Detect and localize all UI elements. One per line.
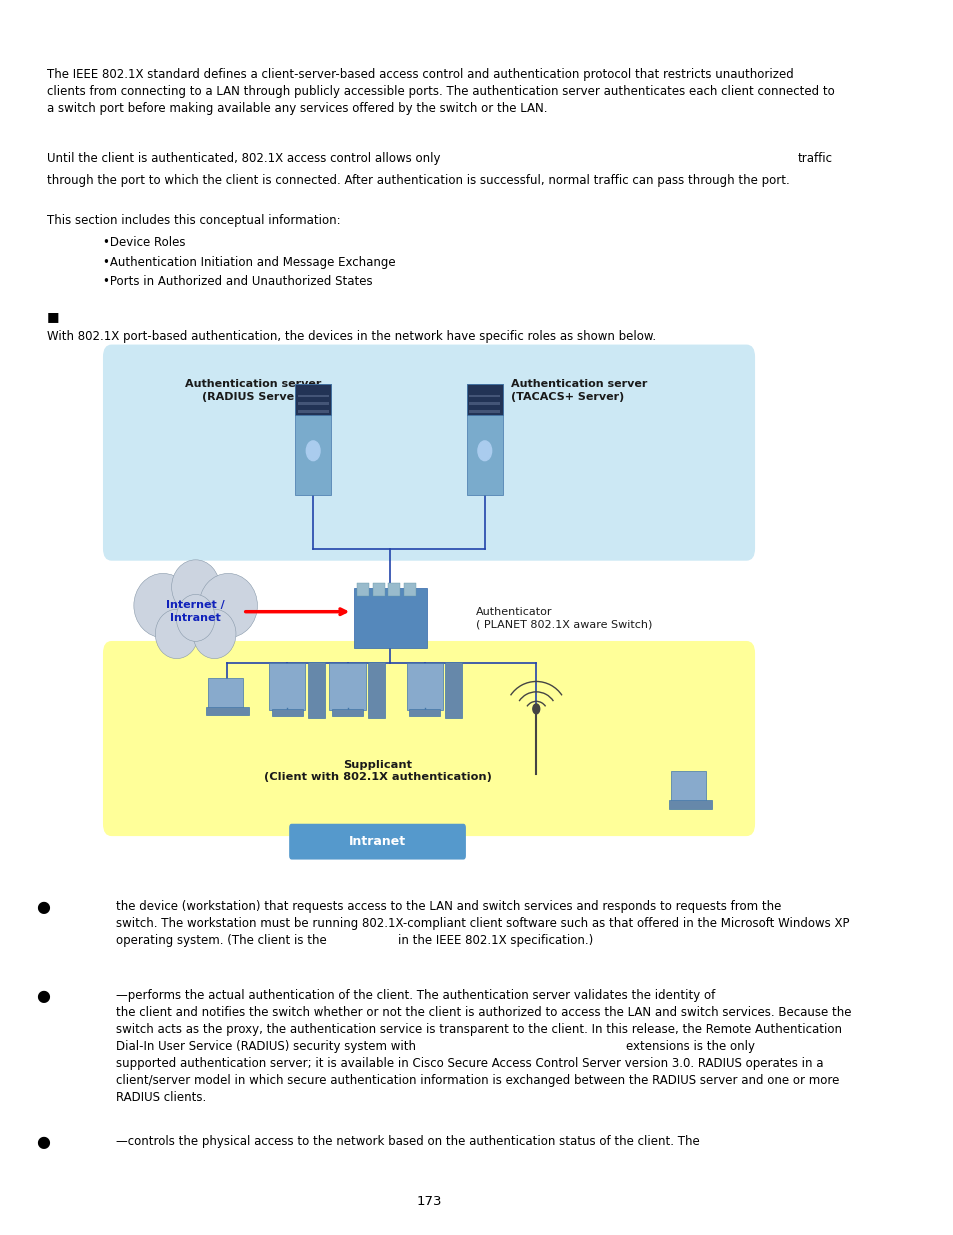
FancyBboxPatch shape: [469, 403, 499, 405]
Text: Supplicant
(Client with 802.1X authentication): Supplicant (Client with 802.1X authentic…: [263, 760, 491, 782]
FancyBboxPatch shape: [103, 641, 754, 836]
FancyBboxPatch shape: [269, 663, 305, 710]
FancyBboxPatch shape: [289, 824, 465, 860]
Circle shape: [306, 441, 319, 461]
FancyBboxPatch shape: [297, 395, 328, 398]
FancyBboxPatch shape: [332, 709, 362, 716]
FancyBboxPatch shape: [206, 706, 249, 715]
FancyBboxPatch shape: [388, 583, 400, 595]
Text: With 802.1X port-based authentication, the devices in the network have specific : With 802.1X port-based authentication, t…: [47, 330, 656, 343]
FancyBboxPatch shape: [297, 410, 328, 412]
Ellipse shape: [193, 609, 235, 658]
Text: Authentication server
(RADIUS Server): Authentication server (RADIUS Server): [185, 379, 321, 401]
FancyBboxPatch shape: [329, 663, 365, 710]
Text: ●: ●: [36, 1135, 50, 1150]
FancyBboxPatch shape: [403, 583, 416, 595]
FancyBboxPatch shape: [469, 395, 499, 398]
FancyBboxPatch shape: [308, 662, 325, 718]
FancyBboxPatch shape: [208, 678, 243, 708]
Text: This section includes this conceptual information:: This section includes this conceptual in…: [47, 214, 340, 227]
Text: —controls the physical access to the network based on the authentication status : —controls the physical access to the net…: [115, 1135, 699, 1149]
Text: ■: ■: [47, 310, 60, 324]
FancyBboxPatch shape: [466, 384, 502, 415]
Text: through the port to which the client is connected. After authentication is succe: through the port to which the client is …: [47, 174, 789, 188]
FancyBboxPatch shape: [669, 800, 711, 809]
FancyBboxPatch shape: [357, 583, 369, 595]
Text: Internet /
Intranet: Internet / Intranet: [166, 600, 225, 622]
FancyBboxPatch shape: [671, 772, 705, 802]
Text: •Ports in Authorized and Unauthorized States: •Ports in Authorized and Unauthorized St…: [103, 275, 373, 289]
Ellipse shape: [176, 594, 214, 641]
Text: traffic: traffic: [797, 152, 831, 165]
Ellipse shape: [155, 609, 198, 658]
Text: the device (workstation) that requests access to the LAN and switch services and: the device (workstation) that requests a…: [115, 900, 848, 947]
Circle shape: [533, 704, 539, 714]
FancyBboxPatch shape: [354, 588, 426, 647]
Ellipse shape: [133, 573, 192, 637]
Text: Authenticator
( PLANET 802.1X aware Switch): Authenticator ( PLANET 802.1X aware Swit…: [476, 606, 652, 629]
Text: The IEEE 802.1X standard defines a client-server-based access control and authen: The IEEE 802.1X standard defines a clien…: [47, 68, 834, 115]
FancyBboxPatch shape: [297, 403, 328, 405]
FancyBboxPatch shape: [272, 709, 302, 716]
FancyBboxPatch shape: [409, 709, 439, 716]
Text: ●: ●: [36, 989, 50, 1004]
Ellipse shape: [199, 573, 257, 637]
FancyBboxPatch shape: [103, 345, 754, 561]
Text: •Authentication Initiation and Message Exchange: •Authentication Initiation and Message E…: [103, 256, 395, 269]
FancyBboxPatch shape: [445, 662, 462, 718]
Text: —performs the actual authentication of the client. The authentication server val: —performs the actual authentication of t…: [115, 989, 850, 1104]
Text: Intranet: Intranet: [349, 835, 406, 848]
Text: •Device Roles: •Device Roles: [103, 236, 185, 249]
FancyBboxPatch shape: [406, 663, 442, 710]
Text: Until the client is authenticated, 802.1X access control allows only: Until the client is authenticated, 802.1…: [47, 152, 440, 165]
FancyBboxPatch shape: [466, 384, 502, 495]
FancyBboxPatch shape: [294, 384, 331, 495]
Text: Authentication server
(TACACS+ Server): Authentication server (TACACS+ Server): [510, 379, 646, 401]
FancyBboxPatch shape: [294, 384, 331, 415]
Text: 173: 173: [416, 1194, 441, 1208]
FancyBboxPatch shape: [373, 583, 384, 595]
Ellipse shape: [172, 559, 219, 614]
Circle shape: [477, 441, 491, 461]
Text: ●: ●: [36, 900, 50, 915]
FancyBboxPatch shape: [469, 410, 499, 412]
FancyBboxPatch shape: [368, 662, 385, 718]
